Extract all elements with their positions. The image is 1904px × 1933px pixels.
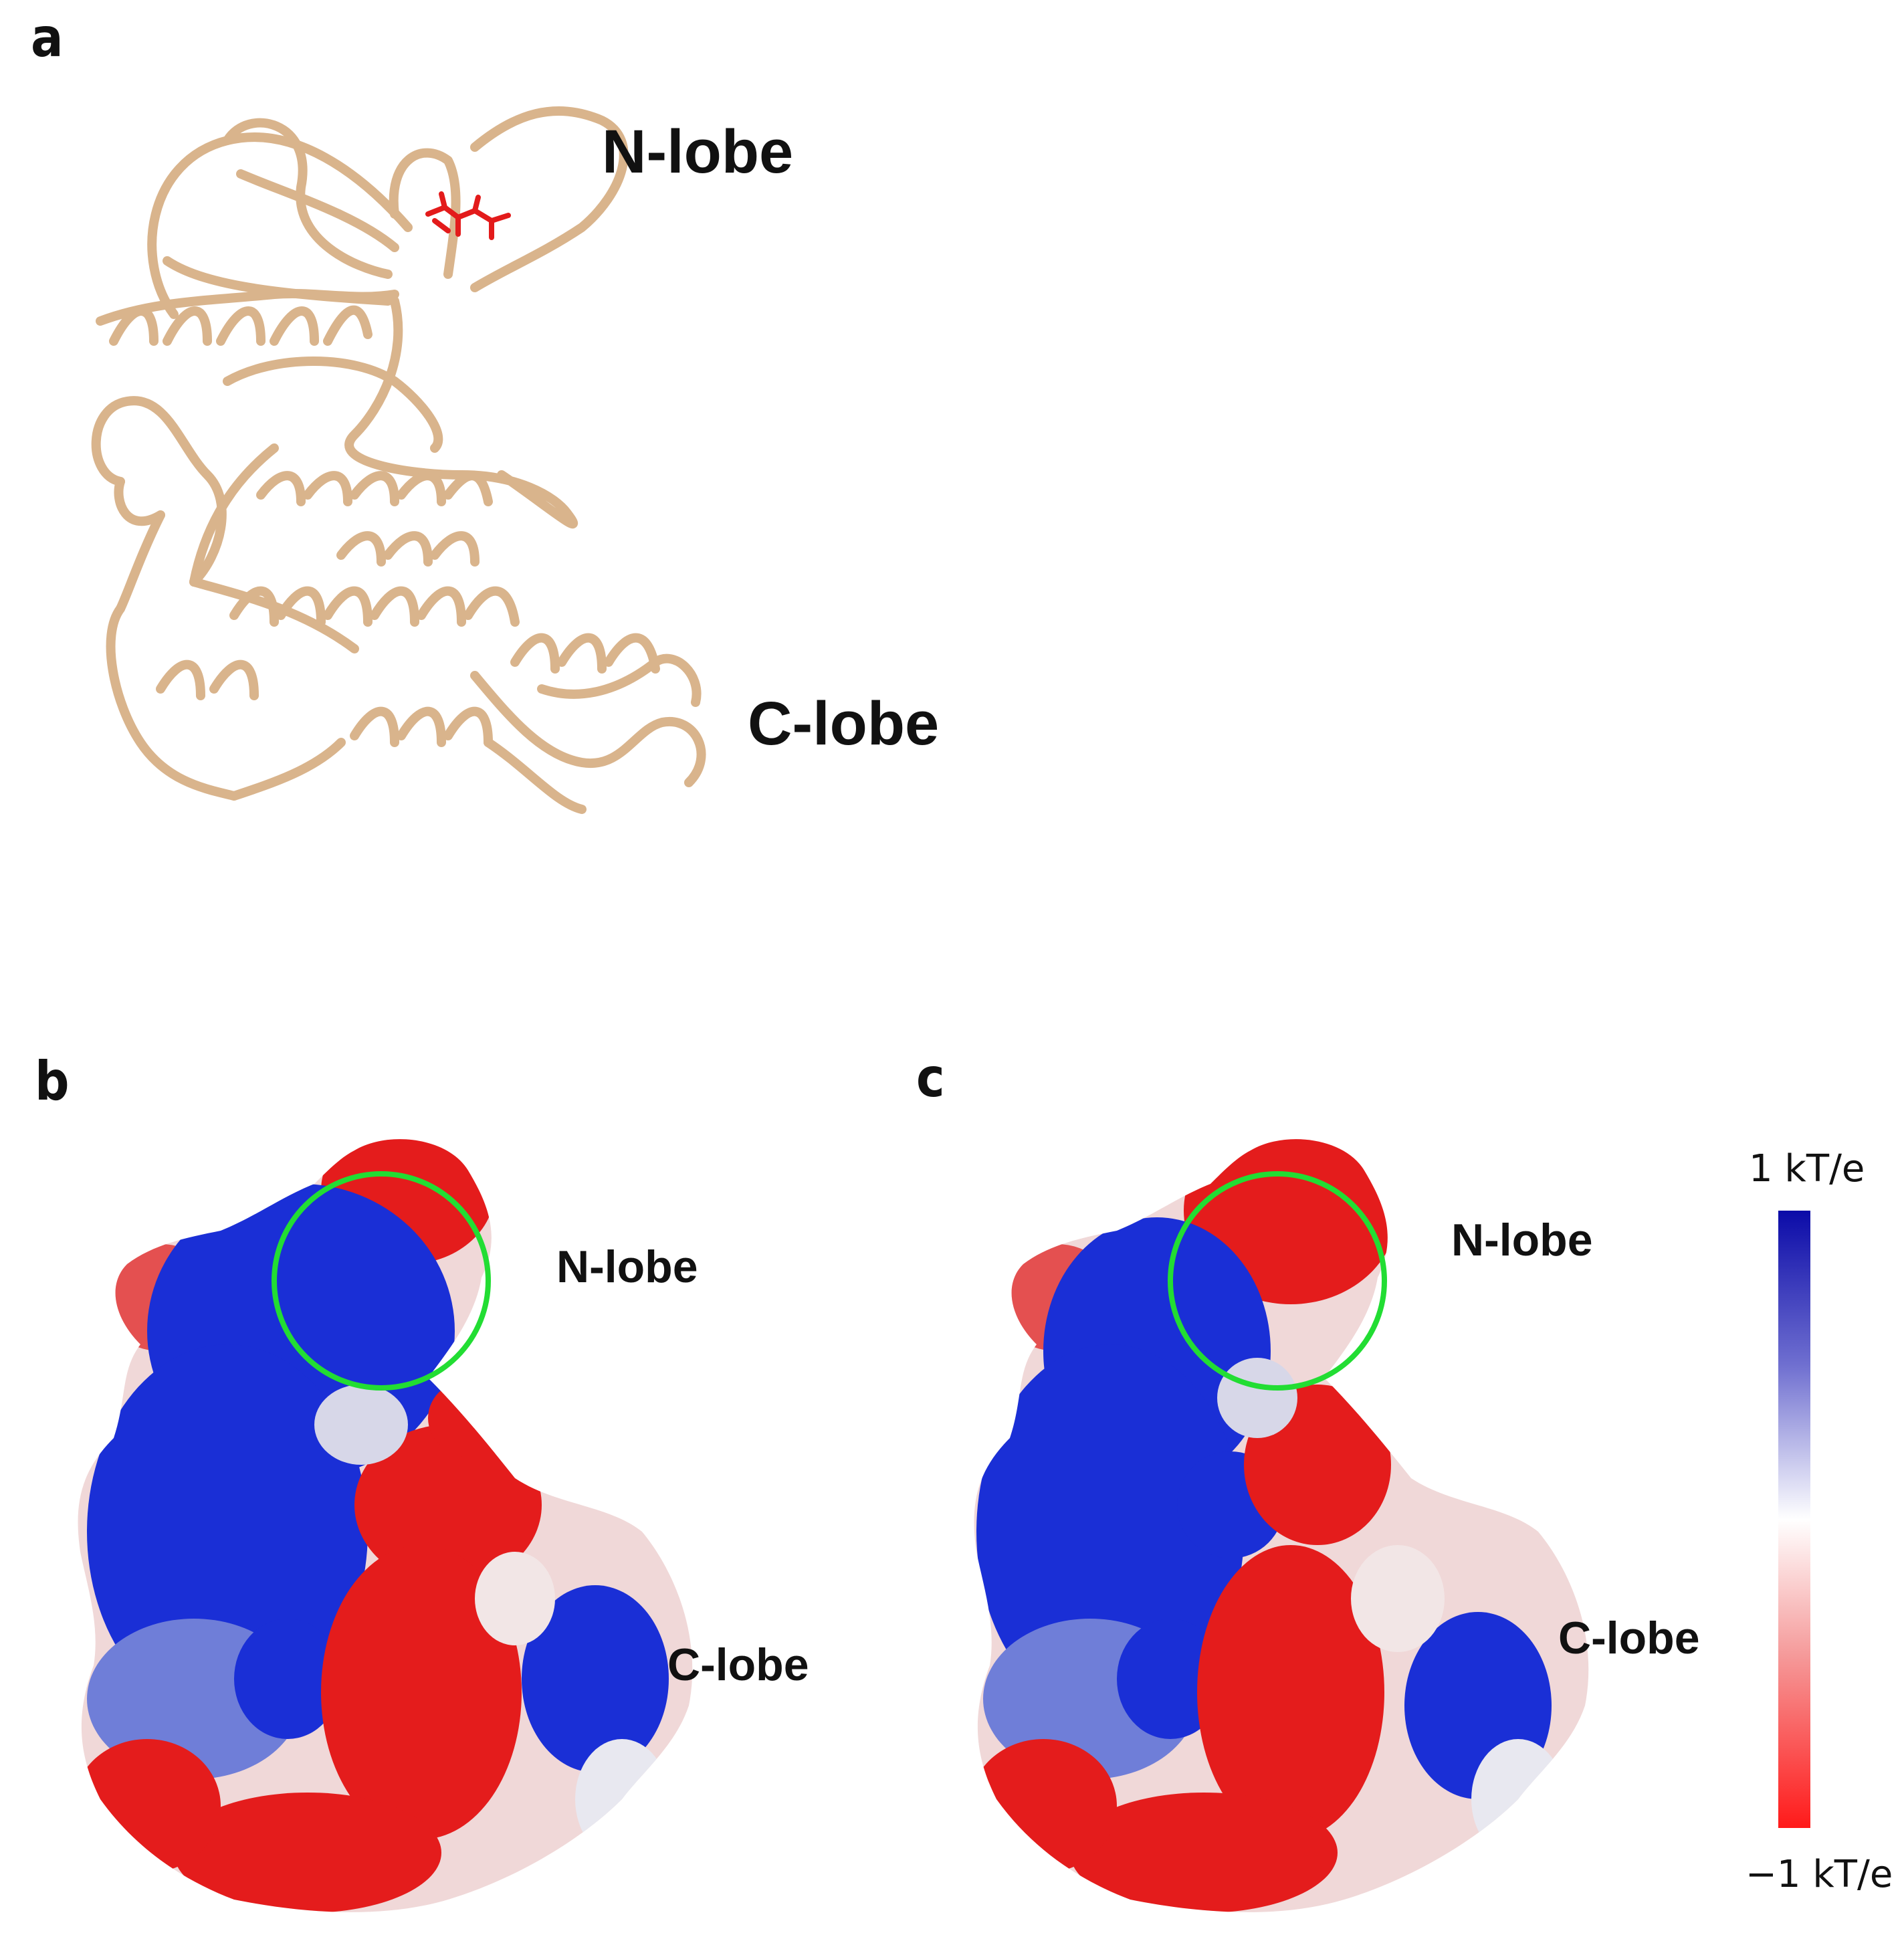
panel-label-c: c [916, 1047, 945, 1109]
n-lobe-label-c: N-lobe [1451, 1215, 1593, 1265]
panel-label-b: b [35, 1050, 70, 1112]
n-lobe-label-b: N-lobe [556, 1241, 698, 1292]
highlight-circle-b [272, 1171, 491, 1391]
c-lobe-label-a: C-lobe [748, 690, 940, 758]
highlight-circle-c [1168, 1171, 1387, 1391]
n-lobe-label-a: N-lobe [602, 118, 794, 186]
c-lobe-label-c: C-lobe [1558, 1613, 1700, 1663]
colorbar-max-label: 1 kT/e [1749, 1147, 1865, 1191]
ribbon-structure [91, 106, 706, 814]
surface-c [974, 1139, 1589, 1912]
c-lobe-label-b: C-lobe [667, 1639, 809, 1690]
colorbar [1778, 1211, 1810, 1828]
ligand [425, 191, 511, 240]
panel-label-a: a [31, 7, 64, 69]
colorbar-min-label: −1 kT/e [1746, 1853, 1893, 1896]
surface-b [78, 1139, 693, 1912]
